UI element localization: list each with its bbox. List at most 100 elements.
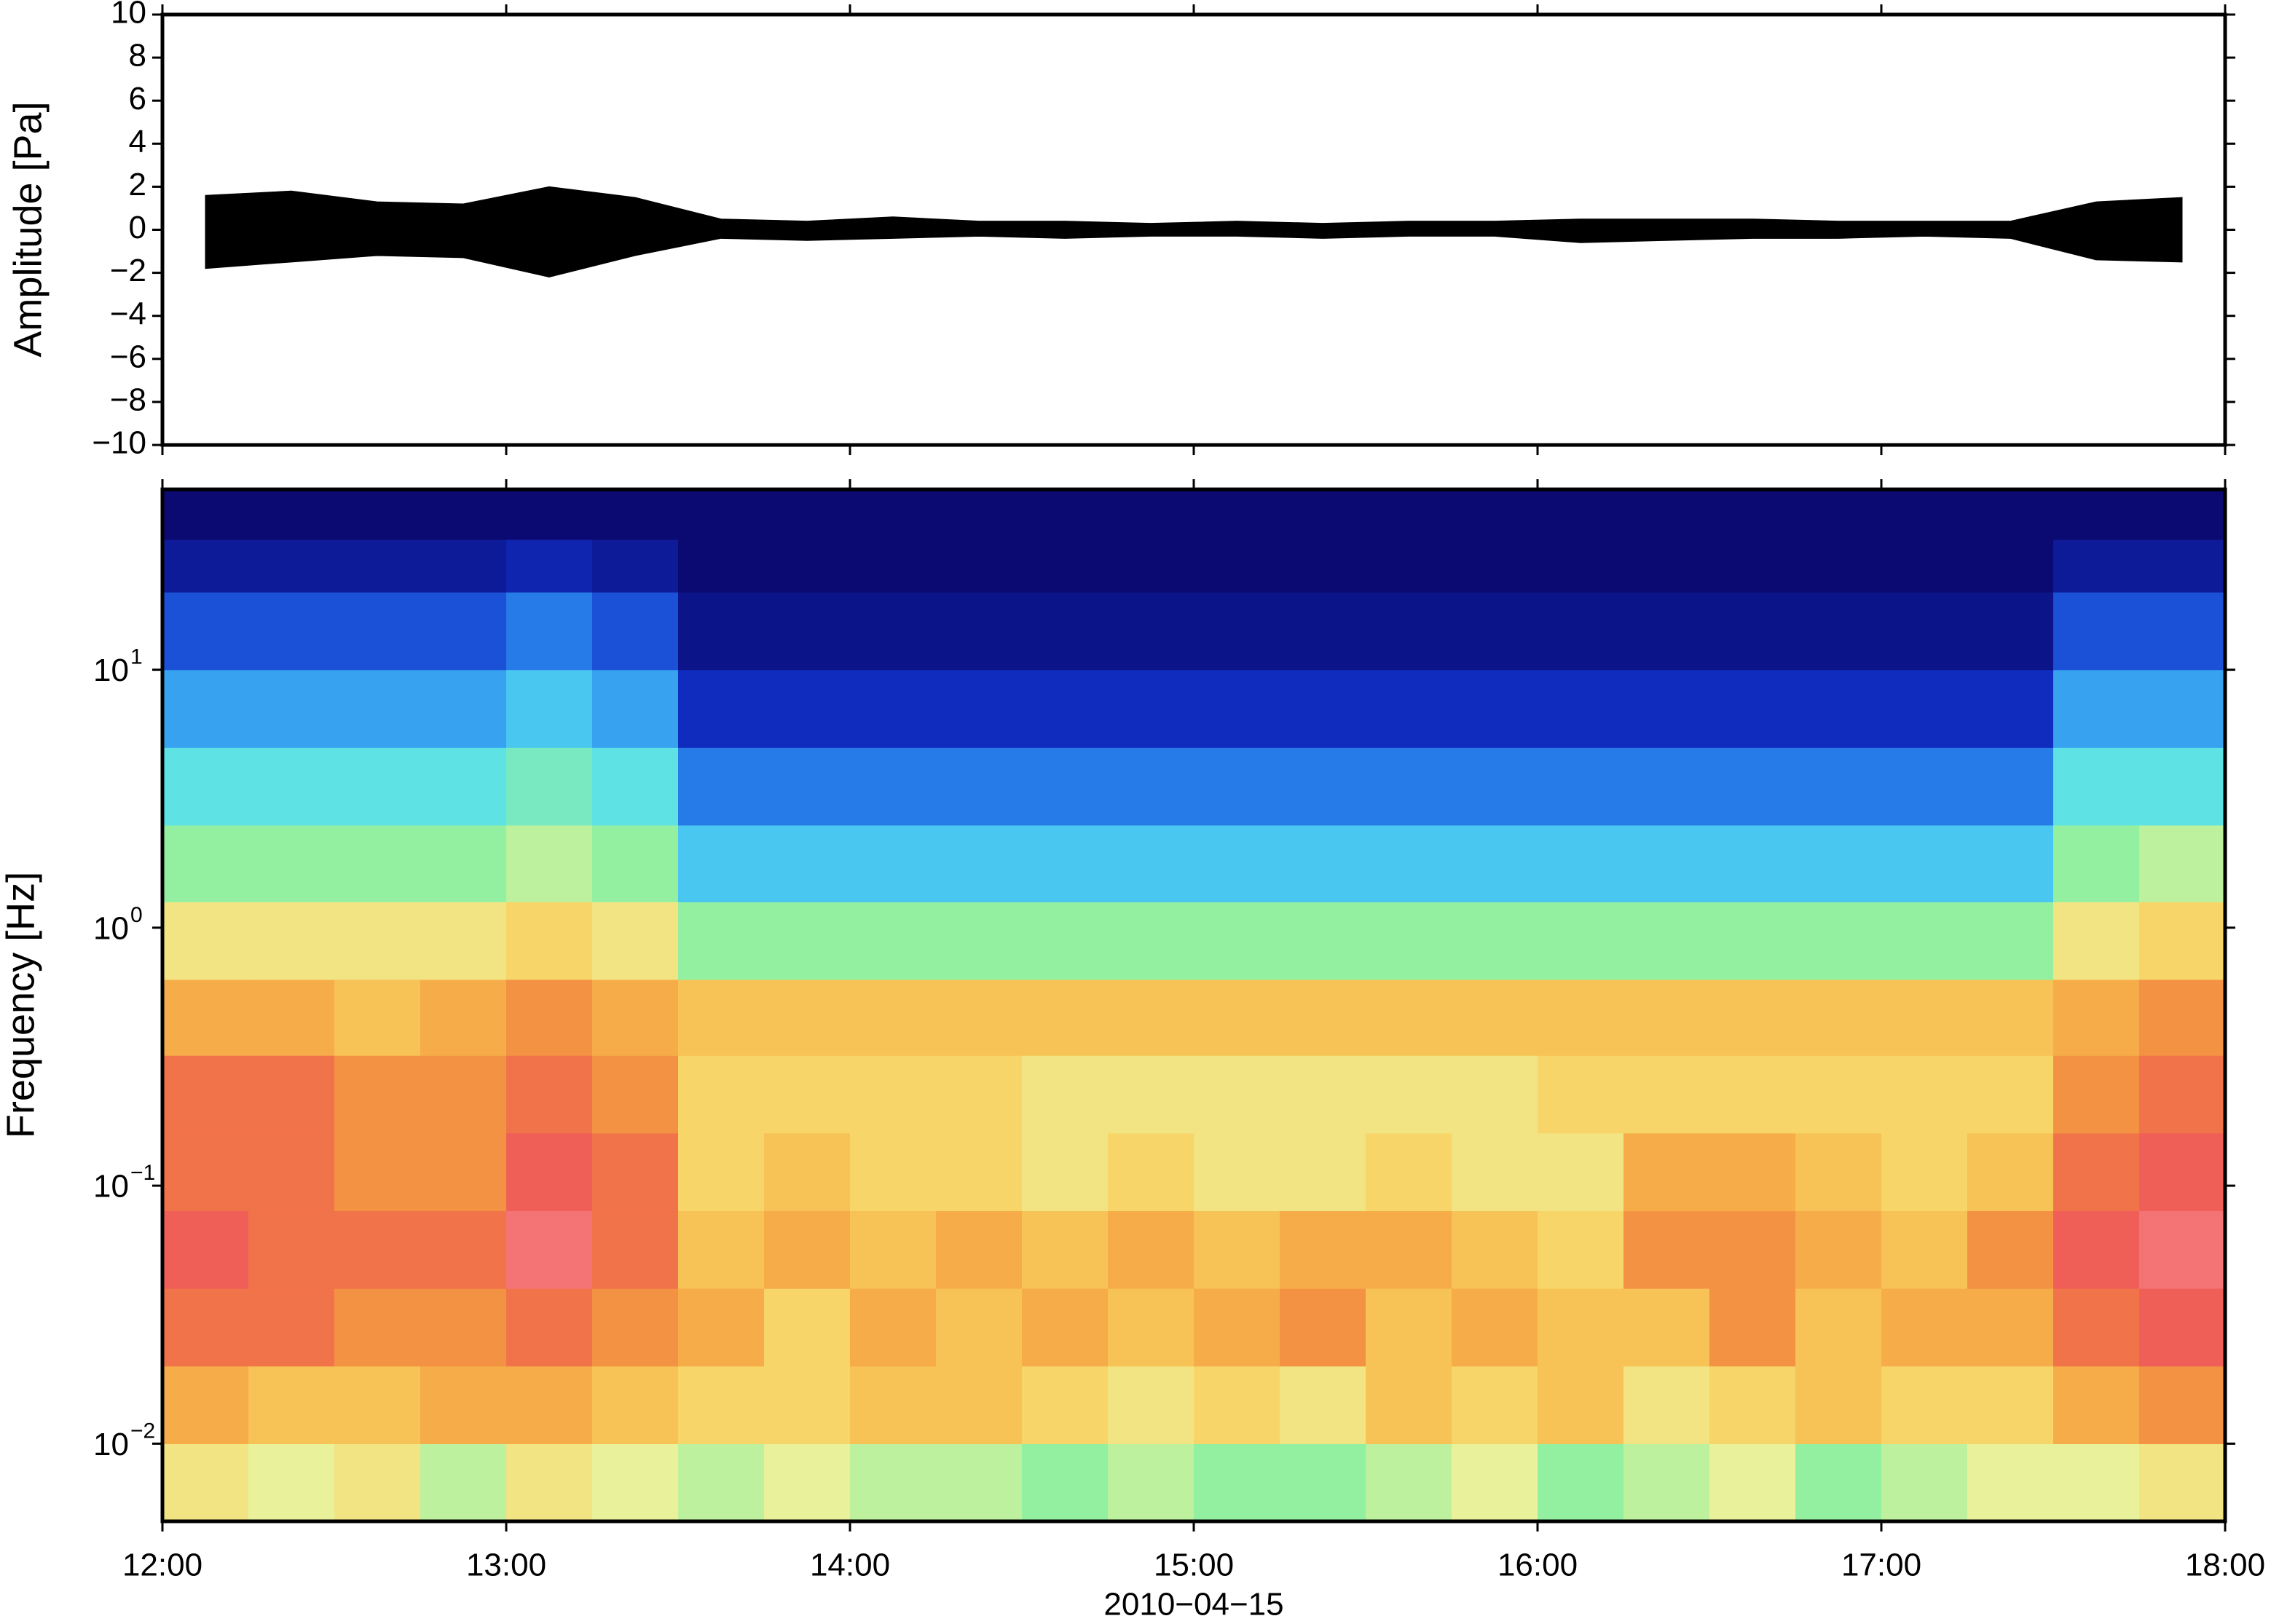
heatmap-cell (162, 1443, 249, 1522)
heatmap-cell (1881, 1055, 1968, 1134)
heatmap-cell (1967, 591, 2054, 671)
heatmap-cell (506, 747, 593, 826)
heatmap-cell (2053, 591, 2140, 671)
heatmap-cell (1108, 1132, 1194, 1212)
heatmap-cell (334, 902, 421, 980)
heatmap-cell (1881, 669, 1968, 748)
heatmap-cell (1108, 1288, 1194, 1367)
y-tick-label: 2 (129, 167, 146, 202)
heatmap-cell (2139, 902, 2226, 980)
heatmap-cell (1538, 1288, 1624, 1367)
heatmap-cell (592, 1365, 679, 1444)
heatmap-cell (1108, 591, 1194, 671)
y-tick-exponent: 0 (130, 903, 143, 927)
heatmap-cell (1280, 1288, 1366, 1367)
heatmap-cell (2139, 1443, 2226, 1522)
heatmap-cell (1881, 747, 1968, 826)
heatmap-cell (1452, 1443, 1538, 1522)
heatmap-cell (1280, 1055, 1366, 1134)
heatmap-cell (506, 1132, 593, 1212)
heatmap-cell (1881, 979, 1968, 1056)
y-tick-label: −6 (110, 339, 146, 374)
heatmap-cell (936, 591, 1023, 671)
heatmap-cell (1366, 489, 1452, 540)
heatmap-cell (506, 1288, 593, 1367)
heatmap-cell (1452, 979, 1538, 1056)
heatmap-cell (1452, 669, 1538, 748)
heatmap-cell (850, 1132, 937, 1212)
heatmap-cell (506, 979, 593, 1056)
heatmap-cell (1022, 669, 1109, 748)
heatmap-cell (162, 1210, 249, 1289)
x-tick-label: 18:00 (2185, 1548, 2265, 1583)
y-tick-label: 4 (129, 124, 146, 159)
heatmap-cell (1108, 1210, 1194, 1289)
heatmap-cell (678, 1443, 765, 1522)
heatmap-cell (592, 591, 679, 671)
heatmap-cell (592, 979, 679, 1056)
heatmap-cell (936, 902, 1023, 980)
heatmap-cell (850, 1055, 937, 1134)
heatmap-cell (1022, 1210, 1109, 1289)
heatmap-cell (1280, 747, 1366, 826)
heatmap-cell (2053, 902, 2140, 980)
heatmap-cell (678, 824, 765, 902)
x-axis-label: 2010−04−15 (1103, 1587, 1283, 1623)
heatmap-cell (764, 979, 851, 1056)
heatmap-cell (936, 669, 1023, 748)
x-tick-label: 14:00 (810, 1548, 890, 1583)
heatmap-cell (420, 1132, 507, 1212)
heatmap-cell (1366, 1443, 1452, 1522)
heatmap-cell (1280, 669, 1366, 748)
heatmap-cell (1623, 1443, 1710, 1522)
heatmap-cell (1366, 591, 1452, 671)
heatmap-cell (248, 979, 335, 1056)
heatmap-cell (162, 747, 249, 826)
heatmap-cell (678, 489, 765, 540)
heatmap-cell (592, 539, 679, 593)
heatmap-cell (678, 669, 765, 748)
y-tick-label: −8 (110, 382, 146, 418)
heatmap-cell (1881, 1132, 1968, 1212)
heatmap-cell (506, 669, 593, 748)
x-tick-label: 15:00 (1154, 1548, 1234, 1583)
heatmap-cell (1022, 591, 1109, 671)
heatmap-cell (420, 669, 507, 748)
heatmap-cell (592, 747, 679, 826)
heatmap-cell (1967, 489, 2054, 540)
heatmap-cell (1795, 669, 1882, 748)
heatmap-cell (1452, 1055, 1538, 1134)
heatmap-cell (420, 824, 507, 902)
heatmap-cell (1623, 979, 1710, 1056)
heatmap-cell (162, 1055, 249, 1134)
heatmap-cell (1280, 1210, 1366, 1289)
heatmap-cell (764, 1443, 851, 1522)
heatmap-cell (420, 1288, 507, 1367)
heatmap-cell (1280, 979, 1366, 1056)
heatmap-cell (1709, 1365, 1796, 1444)
y-tick-label: 6 (129, 81, 146, 117)
heatmap-cell (678, 1288, 765, 1367)
x-tick-label: 16:00 (1497, 1548, 1578, 1583)
heatmap-cell (1709, 747, 1796, 826)
heatmap-cell (1709, 489, 1796, 540)
heatmap-cell (1366, 824, 1452, 902)
heatmap-cell (162, 591, 249, 671)
heatmap-cell (1967, 1443, 2054, 1522)
heatmap-cell (334, 1055, 421, 1134)
heatmap-cell (1366, 1055, 1452, 1134)
heatmap-cell (1967, 1210, 2054, 1289)
heatmap-cell (592, 824, 679, 902)
heatmap-cell (1022, 979, 1109, 1056)
heatmap-cell (2139, 824, 2226, 902)
heatmap-cell (1795, 591, 1882, 671)
heatmap-cell (1709, 1288, 1796, 1367)
y-tick-label: −2 (110, 253, 146, 288)
heatmap-cell (1967, 539, 2054, 593)
heatmap-cell (1795, 1055, 1882, 1134)
heatmap-cell (1366, 902, 1452, 980)
heatmap-cell (1538, 1210, 1624, 1289)
heatmap-cell (1967, 902, 2054, 980)
heatmap-cell (248, 1288, 335, 1367)
